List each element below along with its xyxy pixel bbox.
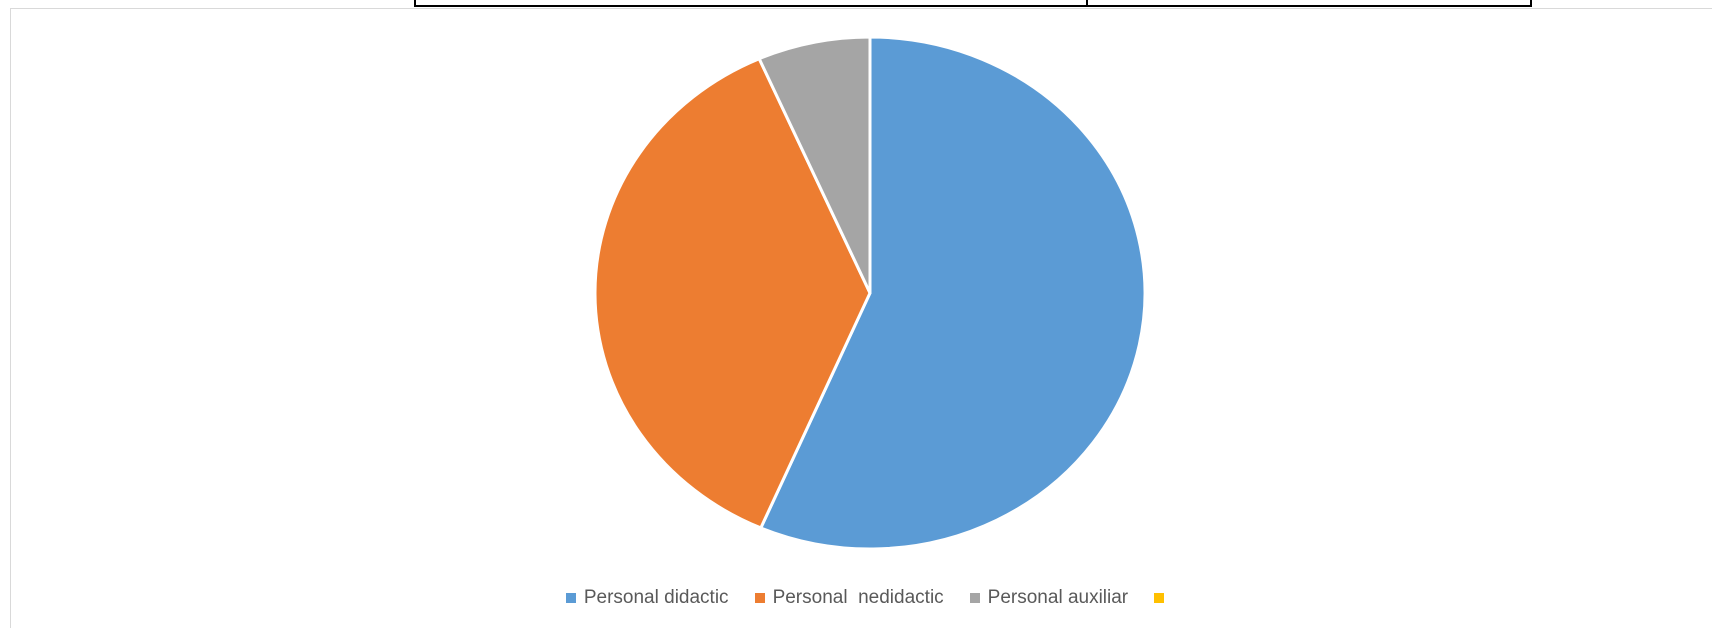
pie-slice-1 [593,57,872,530]
chart-legend: Personal didactic Personal nedidactic Pers… [0,585,1712,611]
legend-label-2: Personal auxiliar [987,587,1129,608]
legend-item-1: Personal nedidactic [754,587,944,609]
table-border-fragment [414,0,1532,7]
table-column-divider [1086,0,1088,7]
legend-swatch-3 [1154,593,1165,603]
legend-swatch-2 [969,593,980,603]
legend-label-0: Personal didactic [583,587,729,608]
legend-item-0: Personal didactic [565,587,729,609]
legend-swatch-0 [565,593,576,603]
legend-item-2: Personal auxiliar [969,587,1129,609]
pie-chart [593,35,1147,551]
chart-area [10,8,1712,628]
legend-item-3 [1154,593,1172,603]
legend-swatch-1 [754,593,765,603]
pie-slice-0 [759,35,1147,551]
pie-slice-2 [757,35,872,295]
legend-label-1: Personal nedidactic [772,587,944,608]
